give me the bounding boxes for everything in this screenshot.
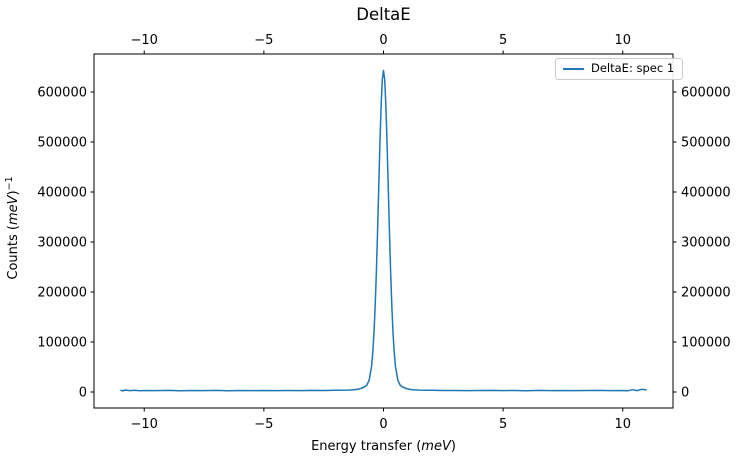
y-tick-label-left: 200000 xyxy=(37,286,87,301)
x-tick-label: −10 xyxy=(131,417,158,432)
x-tick-label: 10 xyxy=(614,417,631,432)
y-axis-label-prefix: Counts ( xyxy=(6,225,21,280)
y-axis-left-ticks: 0 100000 200000 300000 400000 500000 600000 xyxy=(37,86,94,401)
y-axis-label-unit: meV xyxy=(6,194,21,225)
y-axis-label-suffix: ) xyxy=(6,190,21,195)
y-tick-label-right: 500000 xyxy=(681,136,731,151)
x-tick-label-top: −5 xyxy=(254,33,273,48)
x-tick-label-top: 10 xyxy=(614,33,631,48)
chart-title: DeltaE xyxy=(356,5,410,24)
x-tick-label: −5 xyxy=(254,417,273,432)
x-tick-label-top: −10 xyxy=(131,33,158,48)
y-tick-label-left: 500000 xyxy=(37,136,87,151)
x-axis-top-ticks: −10 −5 0 5 10 xyxy=(131,33,631,54)
legend: DeltaE: spec 1 xyxy=(555,58,684,80)
y-tick-label-left: 400000 xyxy=(37,186,87,201)
y-tick-label-left: 300000 xyxy=(37,236,87,251)
y-tick-label-right: 100000 xyxy=(681,336,731,351)
y-axis-right-ticks: 0 100000 200000 300000 400000 500000 600000 xyxy=(673,86,731,401)
x-tick-label-top: 5 xyxy=(499,33,507,48)
y-tick-label-right: 600000 xyxy=(681,86,731,101)
x-axis-label-suffix: ) xyxy=(451,439,456,454)
y-tick-label-right: 400000 xyxy=(681,186,731,201)
y-tick-label-left: 600000 xyxy=(37,86,87,101)
x-tick-label: 0 xyxy=(379,417,387,432)
y-tick-label-left: 0 xyxy=(79,386,87,401)
y-tick-label-left: 100000 xyxy=(37,336,87,351)
x-tick-label-top: 0 xyxy=(379,33,387,48)
x-tick-label: 5 xyxy=(499,417,507,432)
legend-line-swatch xyxy=(563,68,584,70)
axes-frame xyxy=(93,53,674,409)
x-axis-label: Energy transfer (meV) xyxy=(311,439,456,454)
y-axis-label-exponent: −1 xyxy=(4,176,15,190)
y-tick-label-right: 300000 xyxy=(681,236,731,251)
y-tick-label-right: 200000 xyxy=(681,286,731,301)
x-axis-label-prefix: Energy transfer ( xyxy=(311,439,421,454)
y-tick-label-right: 0 xyxy=(681,386,689,401)
y-axis-label: Counts (meV)−1 xyxy=(4,176,21,279)
data-line-deltae-spec1 xyxy=(120,69,647,392)
x-axis-bottom-ticks: −10 −5 0 5 10 xyxy=(131,408,631,432)
legend-label: DeltaE: spec 1 xyxy=(591,61,675,76)
x-axis-label-unit: meV xyxy=(421,439,452,454)
